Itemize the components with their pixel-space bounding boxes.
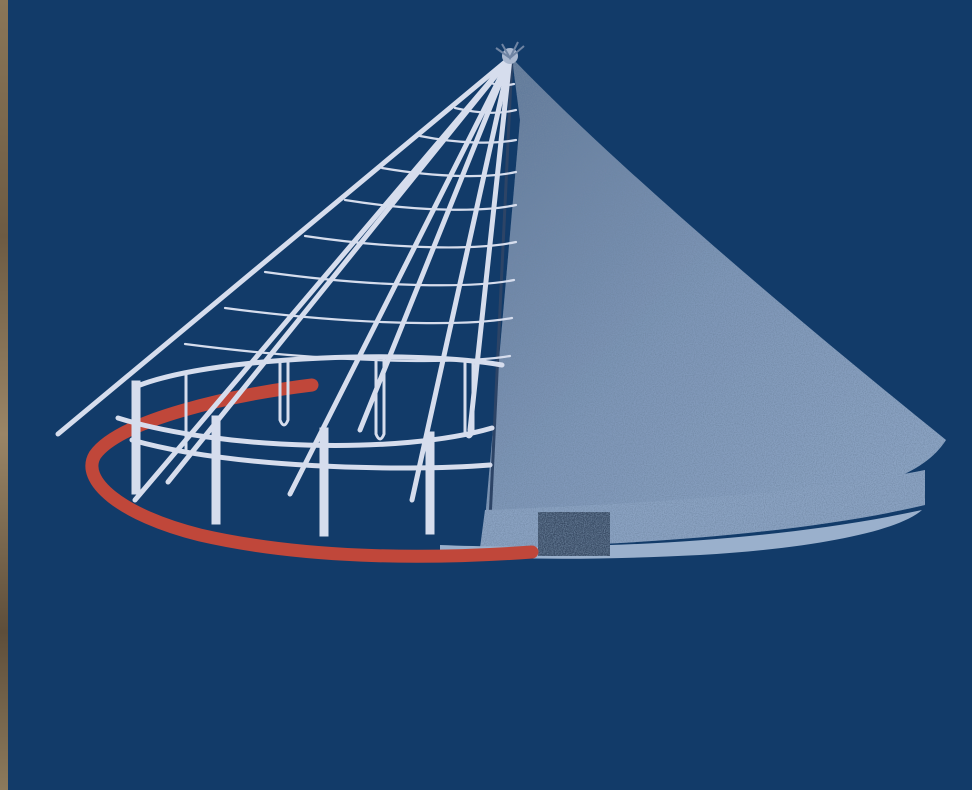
purlin xyxy=(418,134,518,144)
purlin xyxy=(223,306,514,325)
purlin xyxy=(343,198,518,211)
purlin xyxy=(183,342,512,363)
inner-post xyxy=(374,358,386,441)
roof-thatch xyxy=(485,58,946,520)
roof-edge-shadow xyxy=(488,57,514,521)
wall-posts xyxy=(131,380,435,537)
inner-post xyxy=(278,360,290,427)
wall-section xyxy=(440,470,925,559)
inner-post xyxy=(463,360,475,439)
purlin xyxy=(486,80,516,87)
rafter xyxy=(409,55,513,503)
doorway xyxy=(538,512,610,556)
purlin xyxy=(303,234,518,249)
purlin xyxy=(453,106,518,114)
timber-frame xyxy=(55,55,518,537)
wall-plate-upper xyxy=(137,354,505,388)
rafter xyxy=(165,55,513,485)
purlin-rings xyxy=(183,80,518,363)
purlin xyxy=(263,270,516,287)
rafter xyxy=(467,55,513,433)
rafters xyxy=(55,55,513,503)
apex-tuft xyxy=(495,41,525,61)
rafter xyxy=(55,55,513,437)
wall-footprint-ring xyxy=(85,378,539,563)
rafter xyxy=(287,55,513,497)
wall-plates xyxy=(115,354,505,471)
inner-posts xyxy=(184,358,475,454)
roof-apex xyxy=(495,41,525,64)
purlin xyxy=(380,166,518,178)
wall-plate-lower xyxy=(115,415,495,448)
wall-plate-base xyxy=(129,437,493,471)
photo-edge-strip xyxy=(0,0,8,790)
thatched-roof xyxy=(485,57,946,521)
